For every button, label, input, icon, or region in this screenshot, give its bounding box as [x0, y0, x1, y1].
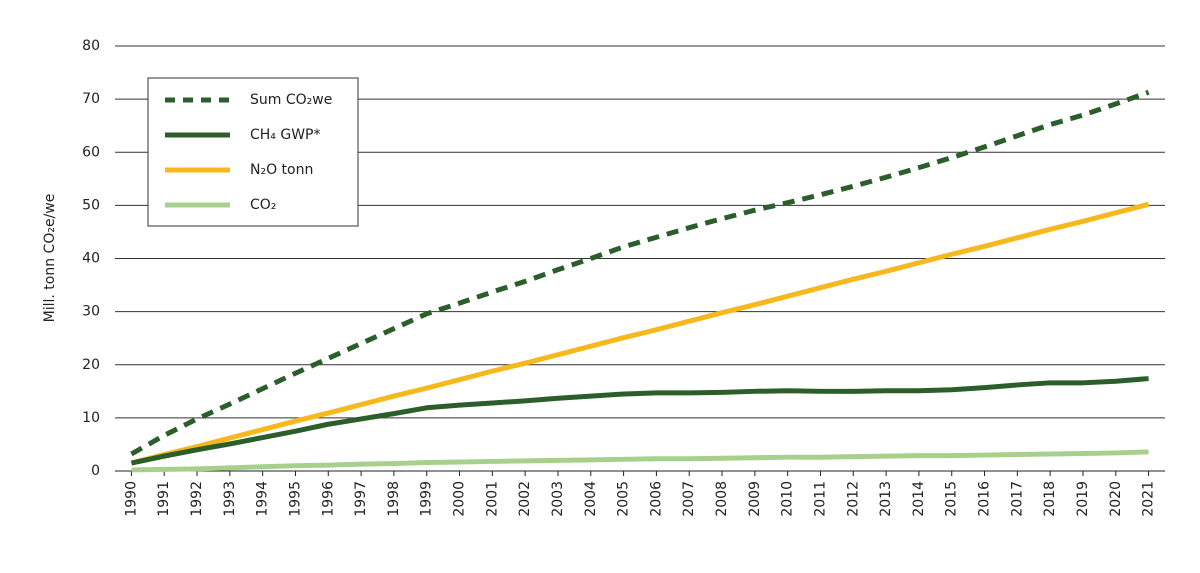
y-tick-label: 70: [82, 91, 100, 107]
x-tick-label: 2002: [517, 481, 533, 517]
x-tick-label: 2004: [583, 481, 599, 517]
x-tick-label: 2009: [747, 481, 763, 517]
series-line: [130, 201, 1150, 466]
legend: Sum CO₂we CH₄ GWP* N₂O tonn CO₂: [147, 77, 359, 227]
y-tick-label: 60: [82, 144, 100, 160]
x-tick-label: 2006: [648, 481, 664, 517]
legend-box: [147, 77, 359, 227]
x-tick-label: 1990: [123, 481, 139, 517]
x-tick-label: 1998: [386, 481, 402, 517]
x-tick-label: 2019: [1075, 481, 1091, 517]
series-line: [131, 449, 1149, 473]
x-tick-label: 2011: [812, 481, 828, 517]
x-tick-label: 2017: [1009, 481, 1025, 517]
legend-label: N₂O tonn: [250, 162, 313, 178]
x-tick-label: 2012: [845, 481, 861, 517]
y-axis-label: Mill. tonn CO₂e/we: [42, 194, 58, 323]
legend-label: CH₄ GWP*: [250, 127, 321, 143]
x-tick-label: 2010: [780, 481, 796, 517]
y-tick-label: 10: [82, 410, 100, 426]
y-tick-label: 50: [82, 197, 100, 213]
x-tick-label: 1995: [287, 481, 303, 517]
x-tick-label: 1999: [419, 481, 435, 517]
x-tick-label: 2020: [1108, 481, 1124, 517]
x-tick-label: 2018: [1042, 481, 1058, 517]
series-line: [130, 89, 1150, 457]
x-tick-label: 2003: [550, 481, 566, 517]
x-tick-label: 2021: [1141, 481, 1157, 517]
x-tick-label: 2008: [714, 481, 730, 517]
series-line: [130, 376, 1149, 466]
x-tick-label: 2016: [977, 481, 993, 517]
x-tick-label: 2015: [944, 481, 960, 517]
y-tick-label: 40: [82, 251, 100, 267]
y-tick-label: 30: [82, 304, 100, 320]
legend-label: CO₂: [250, 197, 276, 213]
x-tick-label: 1997: [353, 481, 369, 517]
x-tick-label: 2005: [616, 481, 632, 517]
x-tick-label: 1993: [222, 481, 238, 517]
y-tick-label: 20: [82, 357, 100, 373]
x-tick-label: 1992: [189, 481, 205, 517]
x-tick-label: 2013: [878, 481, 894, 517]
y-tick-label: 0: [91, 463, 100, 479]
x-tick-label: 1994: [255, 481, 271, 517]
x-tick-label: 2007: [681, 481, 697, 517]
x-tick-label: 2000: [452, 481, 468, 517]
x-tick-label: 1996: [320, 481, 336, 517]
x-tick-label: 2014: [911, 481, 927, 517]
y-tick-label: 80: [82, 38, 100, 54]
x-tick-label: 2001: [484, 481, 500, 517]
legend-label: Sum CO₂we: [250, 92, 332, 108]
x-tick-label: 1991: [156, 481, 172, 517]
